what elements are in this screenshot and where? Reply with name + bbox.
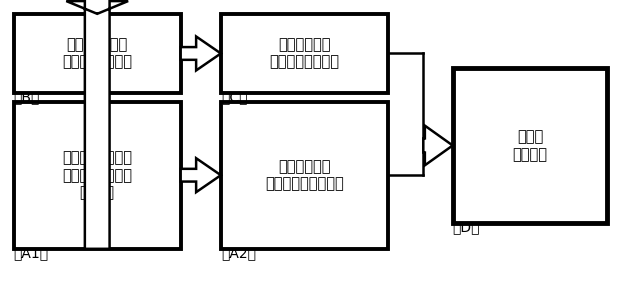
Text: （A1）: （A1）: [14, 246, 49, 260]
Text: （D）: （D）: [453, 221, 480, 235]
Polygon shape: [181, 158, 221, 192]
Polygon shape: [424, 126, 453, 165]
Text: 依据试样结构
构建热阻网格化模型: 依据试样结构 构建热阻网格化模型: [265, 159, 343, 191]
Text: （B）: （B）: [14, 90, 40, 104]
FancyBboxPatch shape: [453, 68, 607, 223]
Text: 依据纳米界面键合
层进行测试试样的
设计制备: 依据纳米界面键合 层进行测试试样的 设计制备: [62, 150, 132, 200]
FancyBboxPatch shape: [221, 14, 388, 93]
Text: 依据激光闪射法
试样热扩散率测试: 依据激光闪射法 试样热扩散率测试: [62, 37, 132, 70]
FancyBboxPatch shape: [221, 102, 388, 249]
Text: （A2）: （A2）: [221, 246, 256, 260]
Text: 依据热阻方程
进行数值计算分析: 依据热阻方程 进行数值计算分析: [270, 37, 339, 70]
FancyBboxPatch shape: [14, 14, 181, 93]
FancyBboxPatch shape: [14, 102, 181, 249]
Text: （C）: （C）: [221, 90, 247, 104]
Polygon shape: [66, 1, 128, 249]
Polygon shape: [181, 36, 221, 70]
Text: 界面层
热阻计算: 界面层 热阻计算: [512, 129, 548, 162]
